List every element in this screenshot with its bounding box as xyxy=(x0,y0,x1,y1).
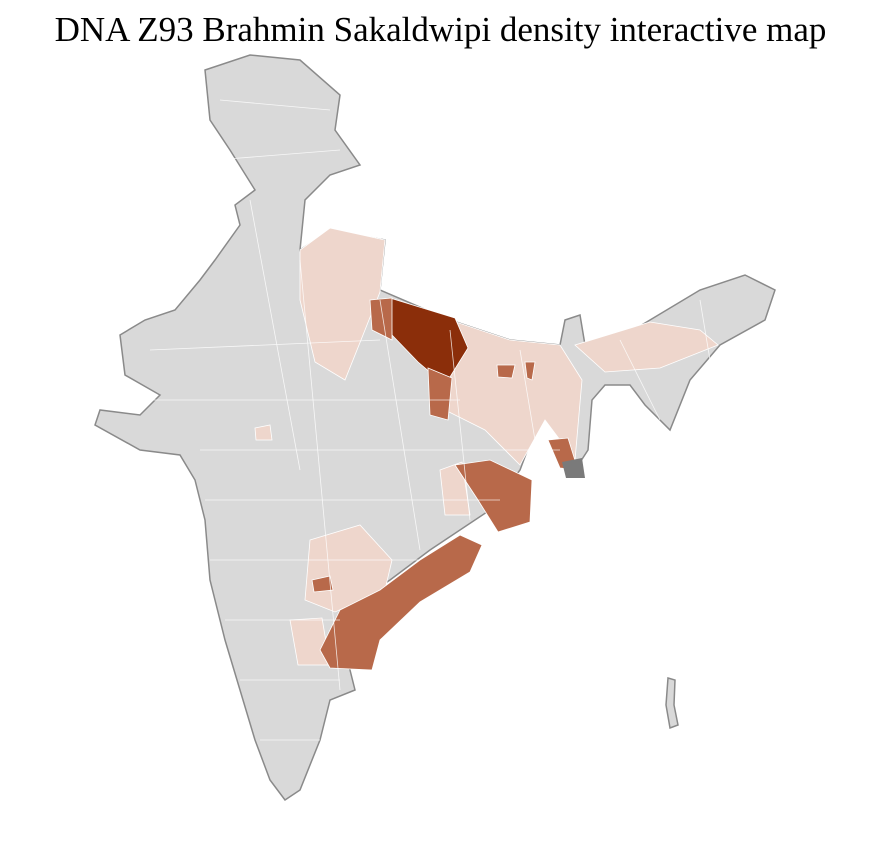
map-title: DNA Z93 Brahmin Sakaldwipi density inter… xyxy=(54,10,827,49)
region-telangana-spot[interactable] xyxy=(311,575,334,593)
region-uttar-pradesh-west-cluster[interactable] xyxy=(369,297,393,341)
region-uttar-pradesh-south-cluster[interactable] xyxy=(427,367,453,421)
region-bihar-spot-1[interactable] xyxy=(496,364,516,379)
andaman-islands xyxy=(665,677,679,730)
region-madhya-pradesh-spot[interactable] xyxy=(254,424,273,441)
region-andhra-pradesh-coast[interactable] xyxy=(319,534,483,671)
district-borders xyxy=(130,99,711,741)
region-bihar-spot-2[interactable] xyxy=(524,361,536,381)
region-assam-northeast[interactable] xyxy=(574,321,719,373)
region-west-uttar-pradesh-uttarakhand[interactable] xyxy=(299,227,386,381)
sundarbans-coast xyxy=(562,458,585,478)
